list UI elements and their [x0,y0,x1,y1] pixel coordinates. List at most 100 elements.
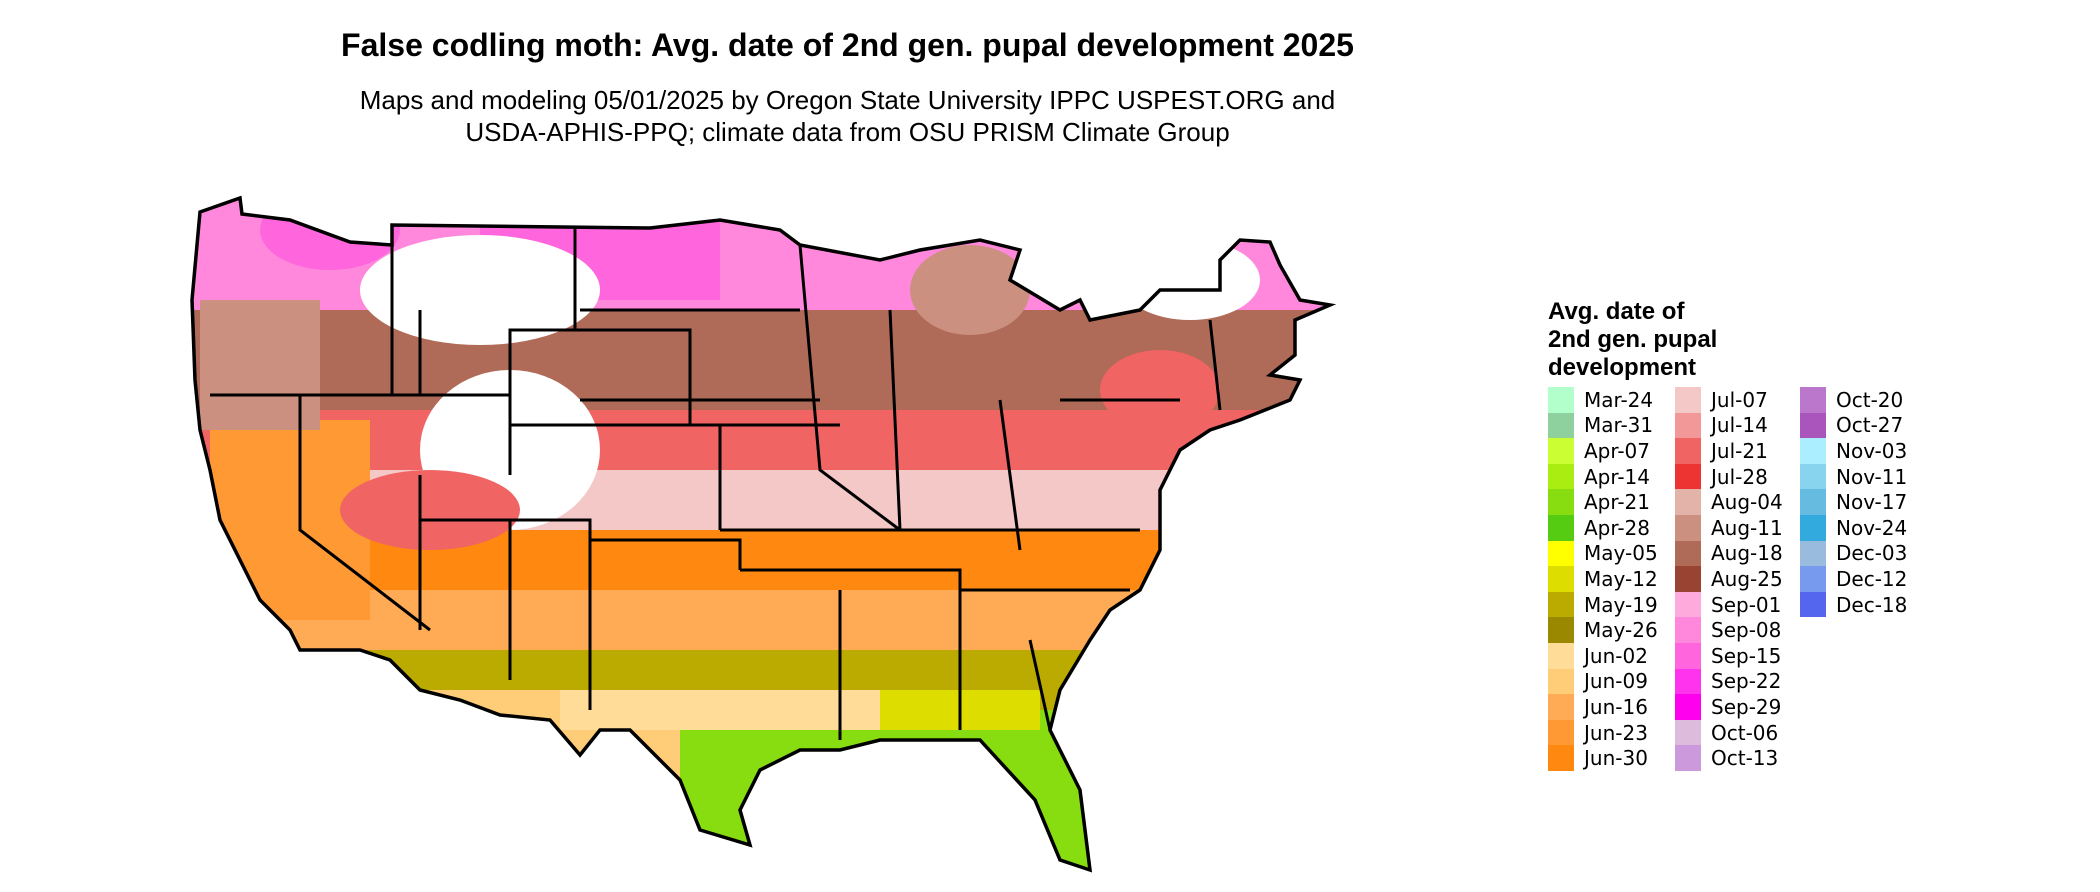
legend-item: Jun-30 [1548,745,1658,771]
legend-item: Sep-29 [1675,694,1783,720]
legend-item: May-05 [1548,540,1658,567]
legend-item: Aug-11 [1675,514,1783,541]
legend-swatch [1675,719,1701,746]
legend-label: Apr-28 [1584,515,1650,540]
legend-swatch [1800,514,1826,541]
map-subtitle-line-2: USDA-APHIS-PPQ; climate data from OSU PR… [465,117,1230,147]
legend-item: Mar-31 [1548,412,1658,439]
legend-swatch [1800,591,1826,618]
legend-item: Aug-25 [1675,566,1783,592]
legend-swatch [1675,694,1701,720]
legend-item: Nov-17 [1800,489,1907,515]
legend-swatch [1548,591,1574,618]
legend-swatch [1548,438,1574,464]
legend-item: May-19 [1548,591,1658,618]
legend-label: Jun-23 [1584,720,1648,745]
legend-item: Oct-20 [1800,387,1907,413]
legend-swatch [1548,642,1574,669]
legend-label: Jun-09 [1584,669,1648,694]
legend-item: Apr-21 [1548,489,1658,515]
legend-label: Sep-22 [1711,669,1782,694]
legend-label: Sep-15 [1711,643,1782,668]
legend-swatch [1548,745,1574,771]
legend-label: Aug-04 [1711,490,1783,515]
legend-item: Jul-28 [1675,463,1783,490]
legend-item: May-12 [1548,566,1658,592]
us-outline [190,195,1337,873]
legend-item: Jun-02 [1548,642,1658,669]
legend-swatch [1675,540,1701,567]
legend-item: Apr-07 [1548,438,1658,464]
legend-swatch [1675,412,1701,439]
legend-item: Oct-27 [1800,412,1907,439]
legend-label: May-26 [1584,618,1658,643]
map-title: False codling moth: Avg. date of 2nd gen… [341,27,1354,63]
legend-swatch [1548,566,1574,592]
legend-item: Oct-13 [1675,745,1783,771]
state-boundaries [210,228,1222,740]
legend-item: Nov-11 [1800,463,1908,490]
legend-swatch [1548,719,1574,746]
legend-label: Jul-21 [1711,438,1768,463]
legend-item: Oct-06 [1675,719,1783,746]
legend-swatch [1800,412,1826,439]
legend-swatch [1800,387,1826,413]
legend-label: Jul-07 [1711,387,1768,412]
legend-label: Aug-11 [1711,515,1783,540]
legend-label: Jul-28 [1711,464,1768,489]
legend-label: Oct-06 [1711,720,1779,745]
legend-label: Aug-18 [1711,541,1783,566]
legend-item: Nov-03 [1800,438,1907,464]
legend-swatch [1675,617,1701,643]
legend-label: May-05 [1584,541,1658,566]
legend-item: Dec-03 [1800,540,1908,567]
legend-swatch [1675,745,1701,771]
legend-title-line: Avg. date of [1548,298,1685,325]
legend-label: Apr-07 [1584,438,1650,463]
legend-swatch [1548,668,1574,695]
legend-label: Sep-01 [1711,592,1782,617]
legend-label: Oct-27 [1836,413,1904,438]
legend-label: May-19 [1584,592,1658,617]
legend-item: Jul-21 [1675,438,1783,464]
legend-swatch [1548,694,1574,720]
legend-label: Mar-31 [1584,413,1654,438]
legend-swatch [1548,463,1574,490]
legend-label: Jun-30 [1584,746,1648,771]
legend-item: Sep-15 [1675,642,1783,669]
legend-swatch [1675,668,1701,695]
legend-item: Aug-04 [1675,489,1783,515]
legend-label: Oct-20 [1836,387,1904,412]
legend-swatch [1548,540,1574,567]
legend-label: Apr-21 [1584,490,1650,515]
legend-swatch [1548,617,1574,643]
us-map [190,195,1337,873]
legend-item: Aug-18 [1675,540,1783,567]
legend-swatch [1548,514,1574,541]
legend-swatch [1675,566,1701,592]
legend-label: Nov-24 [1836,515,1908,540]
legend-title-line: 2nd gen. pupal [1548,326,1718,353]
legend-swatch [1675,463,1701,490]
legend-item: Mar-24 [1548,387,1658,413]
legend-label: Jul-14 [1711,413,1768,438]
legend-item: Sep-01 [1675,591,1783,618]
legend-swatch [1800,540,1826,567]
legend-item: May-26 [1548,617,1658,643]
legend-label: Dec-03 [1836,541,1908,566]
legend-item: Jun-16 [1548,694,1658,720]
legend-swatch [1548,387,1574,413]
legend-item: Sep-22 [1675,668,1783,695]
legend-title: Avg. date of 2nd gen. pupal development [1548,298,1717,382]
legend-swatch [1548,412,1574,439]
legend-swatch [1800,463,1826,490]
legend-label: Nov-11 [1836,464,1908,489]
legend-label: Mar-24 [1584,387,1654,412]
legend-column-2: Jul-07 Jul-14 Jul-21 Jul-28 Aug-04 Aug-11 Aug-… [1675,387,1783,771]
legend-label: Apr-14 [1584,464,1650,489]
legend-label: Sep-29 [1711,694,1782,719]
legend-item: Dec-12 [1800,566,1907,592]
legend-swatch [1675,591,1701,618]
legend-item: Jun-09 [1548,668,1658,695]
legend-swatch [1675,514,1701,541]
